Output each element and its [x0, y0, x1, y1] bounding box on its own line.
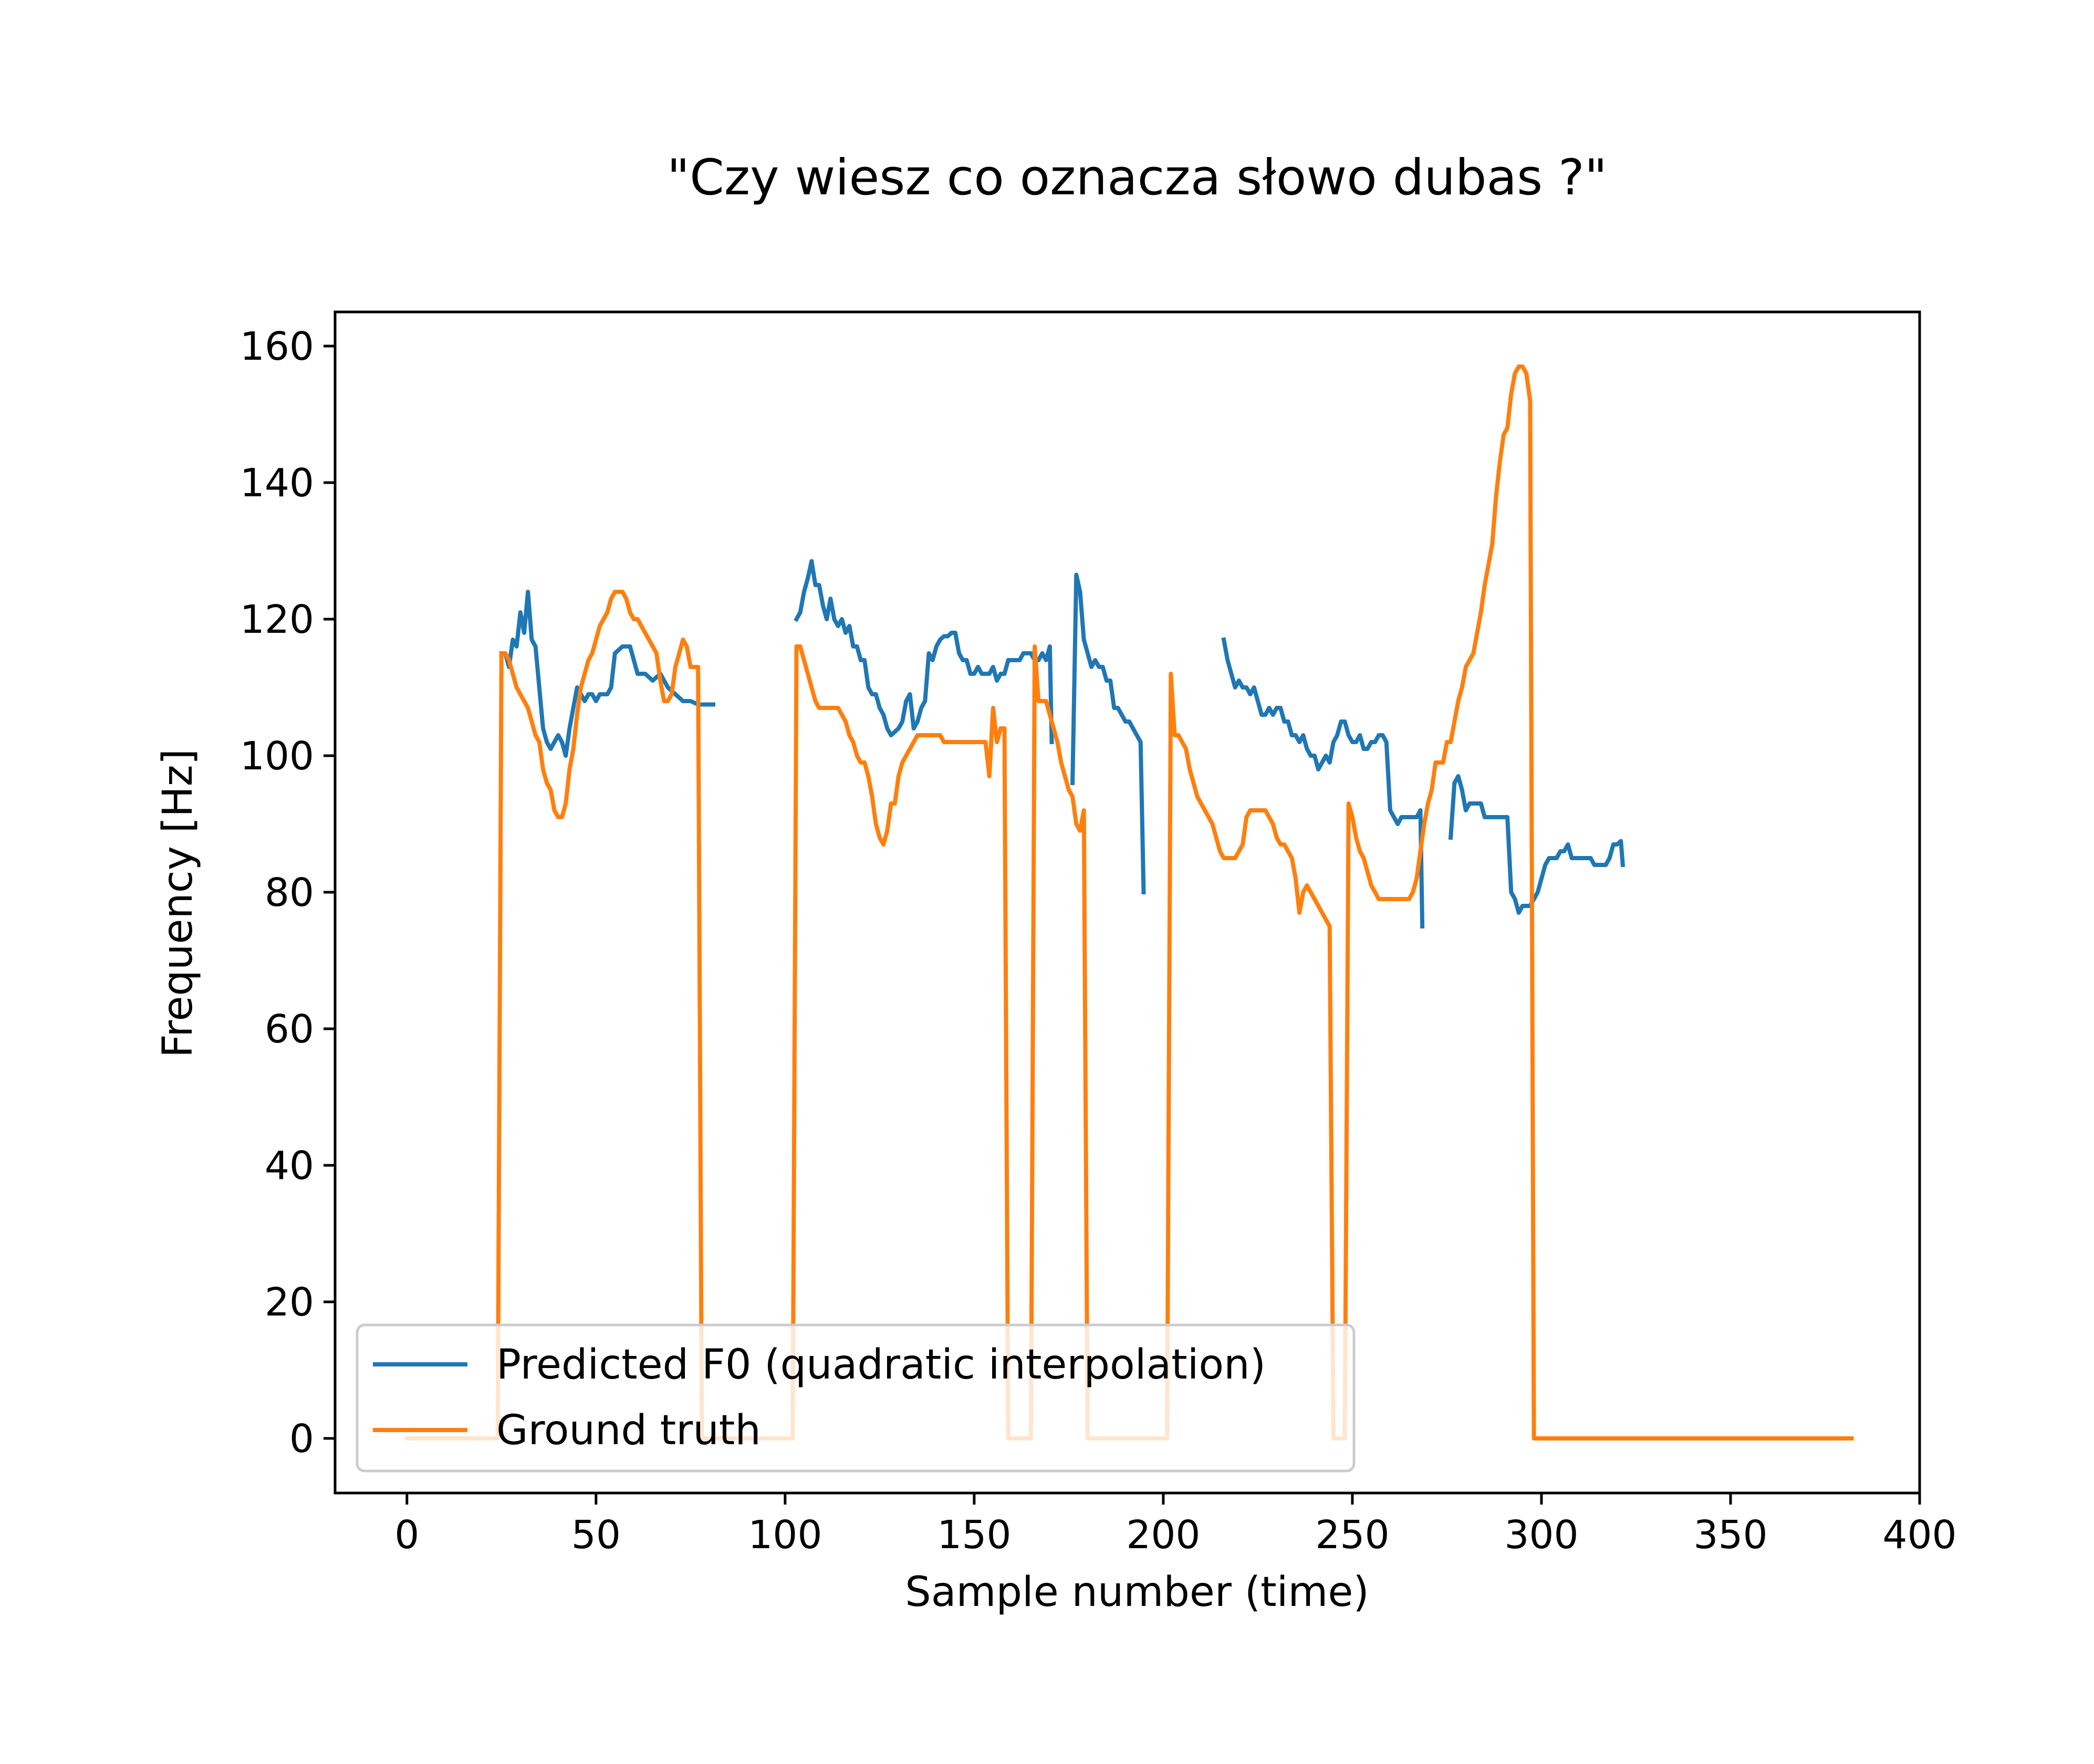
x-axis-label: Sample number (time) [905, 1569, 1369, 1616]
y-tick-label: 120 [240, 597, 314, 642]
series-line [794, 559, 1054, 745]
x-tick-label: 150 [937, 1512, 1011, 1558]
x-tick-label: 400 [1882, 1512, 1956, 1558]
legend-box [356, 1323, 1356, 1473]
x-tick-label: 300 [1504, 1512, 1578, 1558]
x-tick-label: 100 [748, 1512, 822, 1558]
y-tick-label: 40 [265, 1143, 314, 1188]
legend-label: Ground truth [496, 1407, 761, 1454]
x-tick-label: 200 [1126, 1512, 1200, 1558]
y-tick-label: 80 [265, 870, 314, 915]
series-line [1070, 572, 1146, 895]
y-tick-label: 160 [240, 324, 314, 369]
series-line [1448, 774, 1626, 915]
x-tick-label: 250 [1315, 1512, 1389, 1558]
axes-frame [334, 310, 1921, 1495]
series-line [1221, 637, 1425, 929]
chart-title: "Czy wiesz co oznacza słowo dubas ?" [667, 149, 1607, 206]
x-tick-label: 50 [571, 1512, 621, 1558]
y-tick-label: 20 [265, 1280, 314, 1325]
y-tick-label: 60 [265, 1007, 314, 1052]
legend: Predicted F0 (quadratic interpolation) Gr… [356, 1323, 1356, 1473]
x-tick-label: 0 [394, 1512, 419, 1558]
x-tick-label: 350 [1693, 1512, 1767, 1558]
y-tick-label: 140 [240, 461, 314, 506]
legend-label: Predicted F0 (quadratic interpolation) [496, 1341, 1266, 1389]
y-tick-label: 100 [240, 734, 314, 779]
y-axis-label: Frequency [Hz] [154, 749, 202, 1058]
y-tick-label: 0 [289, 1416, 314, 1462]
axis-ticks: 0 50 100 150 200 250 300 350 400 0 20 40 60 80 100 120 1… [240, 324, 1957, 1558]
